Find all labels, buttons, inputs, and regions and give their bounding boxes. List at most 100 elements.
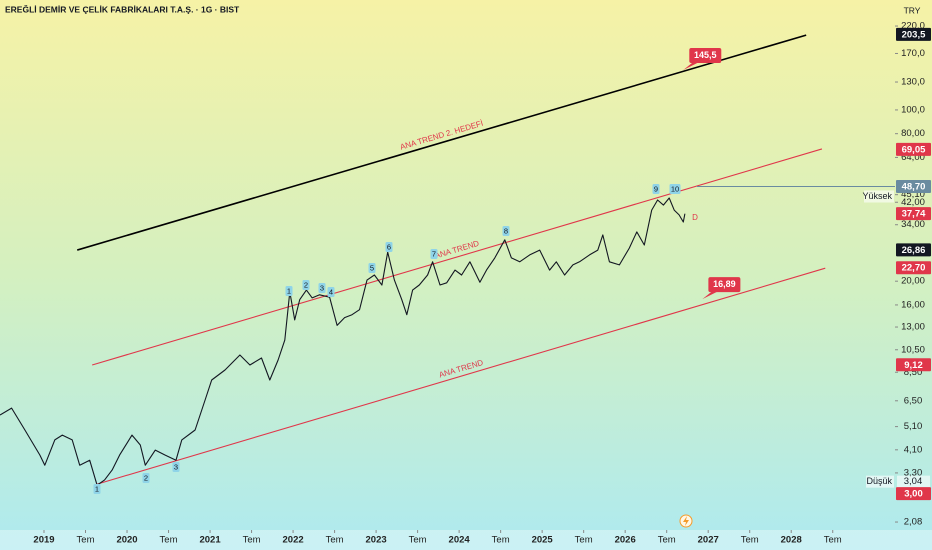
x-tick-label: 2024: [449, 535, 471, 546]
wave-box: [93, 484, 101, 494]
price-marker: [896, 358, 931, 372]
wave-box: [669, 184, 681, 194]
y-tick-label: 10,50: [901, 344, 925, 355]
wave-box: [302, 280, 310, 290]
x-tick-label: Tem: [77, 535, 95, 546]
x-tick-label: Tem: [243, 535, 261, 546]
target-pointer: [702, 291, 719, 300]
price-marker-label: 26,86: [902, 245, 926, 256]
low-value-box: [897, 475, 930, 488]
y-tick-label: 170,0: [901, 48, 925, 59]
x-tick-label: Tem: [492, 535, 510, 546]
trend-line: [92, 148, 823, 366]
y-tick-label: 2,08: [904, 517, 923, 528]
wave-box: [142, 473, 150, 483]
x-tick-label: 2027: [698, 535, 719, 546]
x-tick-label: 2028: [781, 535, 802, 546]
x-tick-label: 2022: [283, 535, 304, 546]
x-tick-label: 2021: [199, 535, 221, 546]
price-marker-label: 9,12: [904, 360, 923, 371]
y-tick-label: 13,00: [901, 322, 925, 333]
low-box: [866, 475, 894, 488]
price-marker: [896, 261, 931, 275]
target-box: [689, 48, 722, 64]
price-marker-label: 69,05: [902, 144, 926, 155]
target-label: 16,89: [713, 279, 736, 289]
target-label: 145,5: [694, 50, 717, 60]
price-marker-label: 48,70: [902, 182, 926, 193]
price-marker: [896, 207, 931, 221]
y-tick-label: 220,0: [901, 21, 925, 32]
high-label: Yüksek: [862, 191, 892, 201]
price-marker: [896, 142, 931, 156]
x-tick-label: 2019: [33, 535, 54, 546]
y-tick-label: 130,0: [901, 77, 925, 88]
x-tick-label: 2026: [615, 535, 636, 546]
x-tick-label: Tem: [575, 535, 593, 546]
wave-label: 7: [432, 249, 436, 258]
wave-label: 8: [504, 226, 508, 235]
y-tick-label: 16,00: [901, 299, 925, 310]
price-marker: [896, 27, 931, 41]
price-marker-label: 3,00: [904, 489, 923, 500]
y-tick-label: 45,10: [901, 189, 925, 200]
wave-box: [368, 263, 376, 273]
wave-label: 9: [654, 184, 658, 193]
currency: TRY: [904, 5, 921, 15]
wave-box: [172, 462, 180, 472]
y-tick-label: 5,10: [904, 421, 923, 432]
x-tick-label: 2020: [116, 535, 137, 546]
wave-box: [327, 287, 335, 297]
trend-line: [96, 267, 826, 485]
trend-line: [76, 34, 807, 251]
y-tick-label: 100,0: [901, 104, 925, 115]
price-marker: [896, 179, 931, 193]
y-tick-label: 20,00: [901, 276, 925, 287]
target-box: [708, 277, 741, 293]
wave-box: [502, 226, 510, 236]
x-tick-label: Tem: [160, 535, 178, 546]
time-axis: [0, 530, 932, 550]
high-box: [864, 190, 894, 203]
wave-label: 2: [304, 280, 308, 289]
y-tick-label: 6,50: [904, 395, 923, 406]
x-tick-label: Tem: [409, 535, 427, 546]
x-tick-label: 2023: [366, 535, 387, 546]
y-tick-label: 4,10: [904, 444, 923, 455]
x-tick-label: Tem: [658, 535, 676, 546]
wave-label: 1: [95, 484, 99, 493]
y-tick-label: 3,30: [904, 467, 923, 478]
y-tick-label: 80,00: [901, 128, 925, 139]
wave-label: 10: [671, 184, 679, 193]
price-marker-label: 37,74: [902, 209, 926, 220]
price-marker: [896, 487, 931, 501]
x-tick-label: Tem: [326, 535, 344, 546]
low-name: Düşük: [866, 476, 892, 486]
wave-label: 3: [320, 283, 324, 292]
y-tick-label: 42,00: [901, 197, 925, 208]
target-pointer: [683, 62, 700, 71]
y-tick-label: 8,50: [904, 367, 923, 378]
wave-box: [285, 286, 293, 296]
wave-label: 2: [144, 473, 148, 482]
x-tick-label: 2025: [532, 535, 554, 546]
wave-box: [385, 242, 393, 252]
x-tick-label: Tem: [824, 535, 842, 546]
x-tick-label: Tem: [741, 535, 759, 546]
wave-box: [318, 283, 326, 293]
wave-label: 4: [329, 287, 333, 296]
alert-icon[interactable]: [679, 514, 693, 528]
price-marker: [896, 243, 931, 257]
y-tick-label: 34,00: [901, 219, 925, 230]
price-marker-label: 203,5: [902, 29, 926, 40]
wave-label: 3: [174, 462, 178, 471]
price-line: [0, 197, 686, 486]
price-marker-label: 22,70: [902, 263, 926, 274]
wave-box: [652, 184, 660, 194]
wave-box: [430, 249, 438, 259]
y-tick-label: 64,00: [901, 152, 925, 163]
wave-label: 1: [287, 286, 291, 295]
low-value: 3,04: [904, 476, 923, 487]
wave-label: 6: [387, 242, 391, 251]
